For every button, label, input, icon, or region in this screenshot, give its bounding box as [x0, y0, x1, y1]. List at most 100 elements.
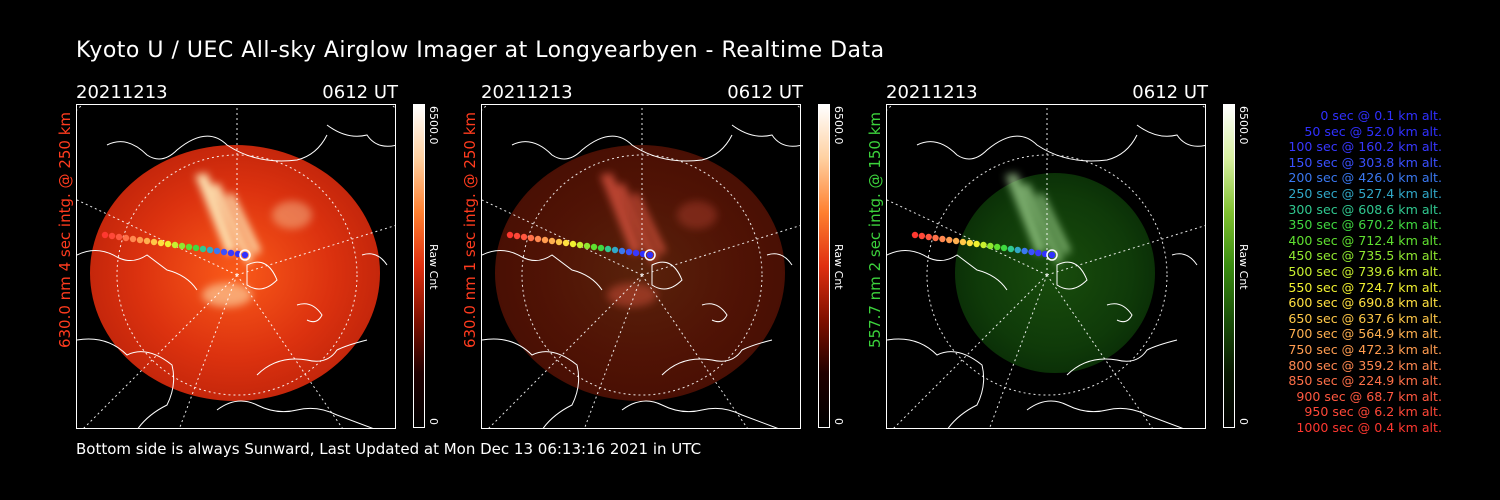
trajectory-point	[980, 241, 987, 249]
legend-row: 0 sec @ 0.1 km alt.	[1320, 108, 1442, 123]
legend-row: 950 sec @ 6.2 km alt.	[1304, 404, 1442, 420]
trajectory-point	[911, 231, 919, 239]
legend-row: 250 sec @ 527.4 km alt.	[1288, 185, 1442, 201]
trajectory-point	[129, 235, 137, 243]
panel-1-time: 0612 UT	[322, 82, 398, 103]
trajectory-point	[136, 236, 144, 244]
trajectory-point	[227, 249, 235, 257]
trajectory-point	[925, 233, 932, 241]
trajectory-point	[1014, 246, 1021, 254]
trajectory-point	[122, 234, 130, 242]
trajectory-point	[171, 241, 179, 249]
panel-3-date: 20211213	[886, 82, 978, 103]
trajectory-point	[973, 240, 980, 248]
trajectory-point	[115, 233, 123, 241]
trajectory-point	[1007, 245, 1015, 253]
trajectory-point	[1035, 249, 1042, 257]
panel-2-colorbar-max: 6500.0	[832, 106, 845, 145]
panel-2-image	[481, 104, 801, 429]
trajectory-point	[143, 237, 151, 245]
trajectory-point	[1028, 248, 1035, 256]
legend-row: 1000 sec @ 0.4 km alt.	[1296, 419, 1442, 435]
legend-row: 600 sec @ 690.8 km alt.	[1288, 295, 1442, 311]
panel-3-time: 0612 UT	[1132, 82, 1208, 103]
page-title: Kyoto U / UEC All-sky Airglow Imager at …	[76, 38, 885, 63]
trajectory-point	[952, 237, 960, 245]
trajectory-point	[534, 235, 542, 243]
trajectory-point	[625, 248, 633, 256]
trajectory-point	[541, 236, 549, 244]
panel-1-ylabel: 630.0 nm 4 sec intg. @ 250 km	[56, 111, 74, 349]
trajectory-point	[185, 243, 193, 251]
trajectory-point	[987, 242, 994, 250]
legend-row: 800 sec @ 359.2 km alt.	[1288, 357, 1442, 373]
trajectory-point	[1000, 244, 1008, 252]
trajectory-point	[157, 239, 165, 247]
trajectory-point	[108, 232, 116, 240]
trajectory-point	[206, 246, 214, 254]
trajectory-point	[994, 243, 1001, 251]
panel-3-colorbar	[1223, 104, 1235, 428]
trajectory-point	[548, 237, 556, 245]
panel-3-colorbar-unit: Raw Cnt	[1237, 244, 1250, 290]
panel-2-date: 20211213	[481, 82, 573, 103]
legend-row: 650 sec @ 637.6 km alt.	[1288, 310, 1442, 326]
legend-row: 900 sec @ 68.7 km alt.	[1296, 388, 1442, 404]
trajectory-point	[213, 247, 221, 255]
trajectory-point	[513, 232, 521, 240]
trajectory-point	[959, 238, 967, 246]
panel-2-colorbar-unit: Raw Cnt	[832, 244, 845, 290]
trajectory-point	[199, 245, 207, 253]
trajectory-point	[966, 239, 973, 247]
trajectory-point	[520, 233, 528, 241]
trajectory-point	[562, 239, 570, 247]
trajectory-point	[576, 241, 584, 249]
satellite-trajectory	[101, 231, 251, 261]
legend-row: 150 sec @ 303.8 km alt.	[1288, 154, 1442, 170]
trajectory-point	[1048, 251, 1056, 259]
legend-row: 50 sec @ 52.0 km alt.	[1304, 123, 1442, 139]
legend-row: 100 sec @ 160.2 km alt.	[1288, 139, 1442, 155]
panel-2-time: 0612 UT	[727, 82, 803, 103]
legend-row: 750 sec @ 472.3 km alt.	[1288, 341, 1442, 357]
legend-row: 350 sec @ 670.2 km alt.	[1288, 217, 1442, 233]
trajectory-point	[101, 231, 109, 239]
trajectory-point	[150, 238, 158, 246]
sky-disk	[955, 173, 1155, 373]
trajectory-point	[569, 240, 577, 248]
panel-3-colorbar-max: 6500.0	[1237, 106, 1250, 145]
panel-3-image	[886, 104, 1206, 429]
panel-1-colorbar-unit: Raw Cnt	[427, 244, 440, 290]
sky-disk	[495, 145, 785, 401]
legend-row: 200 sec @ 426.0 km alt.	[1288, 170, 1442, 186]
trajectory-point	[583, 242, 591, 250]
panel-3: 20211213 0612 UT	[886, 82, 1216, 430]
legend-row: 400 sec @ 712.4 km alt.	[1288, 232, 1442, 248]
panel-2: 20211213 0612 UT	[481, 82, 811, 430]
panel-1-colorbar	[413, 104, 425, 428]
legend-row: 500 sec @ 739.6 km alt.	[1288, 263, 1442, 279]
trajectory-point	[241, 251, 249, 259]
panel-3-ylabel: 557.7 nm 2 sec intg. @ 150 km	[866, 111, 884, 349]
trajectory-point	[932, 234, 939, 242]
trajectory-point	[220, 248, 228, 256]
trajectory-point	[555, 238, 563, 246]
panel-1-date: 20211213	[76, 82, 168, 103]
satellite-trajectory	[506, 231, 656, 261]
trajectory-point	[1021, 247, 1028, 255]
legend-row: 300 sec @ 608.6 km alt.	[1288, 201, 1442, 217]
trajectory-point	[946, 236, 953, 244]
panel-1: 20211213 0612 UT	[76, 82, 406, 430]
panel-2-ylabel: 630.0 nm 1 sec intg. @ 250 km	[461, 111, 479, 349]
trajectory-point	[632, 249, 640, 257]
panel-3-colorbar-min: 0	[1237, 418, 1250, 425]
panel-2-colorbar	[818, 104, 830, 428]
trajectory-point	[506, 231, 514, 239]
trajectory-point	[597, 244, 605, 252]
legend-row: 700 sec @ 564.9 km alt.	[1288, 326, 1442, 342]
trajectory-point	[192, 244, 200, 252]
legend-row: 550 sec @ 724.7 km alt.	[1288, 279, 1442, 295]
trajectory-point	[646, 251, 654, 259]
allsky-image	[887, 105, 1205, 428]
trajectory-point	[527, 234, 535, 242]
